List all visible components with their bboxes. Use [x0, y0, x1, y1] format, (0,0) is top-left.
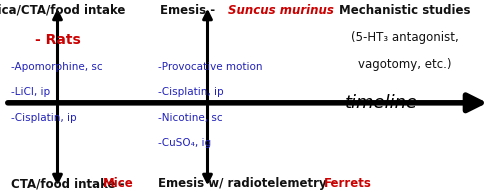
Text: (5-HT₃ antagonist,: (5-HT₃ antagonist,	[351, 31, 459, 44]
Text: Emesis w/ radiotelemetry -: Emesis w/ radiotelemetry -	[158, 177, 339, 190]
Text: Mice: Mice	[102, 177, 133, 190]
Text: -CuSO₄, ig: -CuSO₄, ig	[158, 138, 210, 148]
Text: Mechanistic studies: Mechanistic studies	[339, 4, 471, 17]
Text: CTA/food intake -: CTA/food intake -	[11, 177, 128, 190]
Text: -Apomorphine, sc: -Apomorphine, sc	[11, 62, 102, 72]
Text: -Cisplatin, ip: -Cisplatin, ip	[11, 113, 76, 123]
Text: -LiCl, ip: -LiCl, ip	[11, 87, 50, 97]
Text: - Rats: - Rats	[34, 33, 80, 47]
Text: Emesis -: Emesis -	[160, 4, 219, 17]
Text: timeline: timeline	[345, 94, 418, 112]
Text: Suncus murinus: Suncus murinus	[228, 4, 334, 17]
Text: -Provocative motion: -Provocative motion	[158, 62, 262, 72]
Text: Pica/CTA/food intake: Pica/CTA/food intake	[0, 4, 126, 17]
Text: vagotomy, etc.): vagotomy, etc.)	[358, 58, 452, 71]
Text: Ferrets: Ferrets	[324, 177, 372, 190]
Text: -Cisplatin, ip: -Cisplatin, ip	[158, 87, 223, 97]
Text: -Nicotine, sc: -Nicotine, sc	[158, 113, 222, 123]
